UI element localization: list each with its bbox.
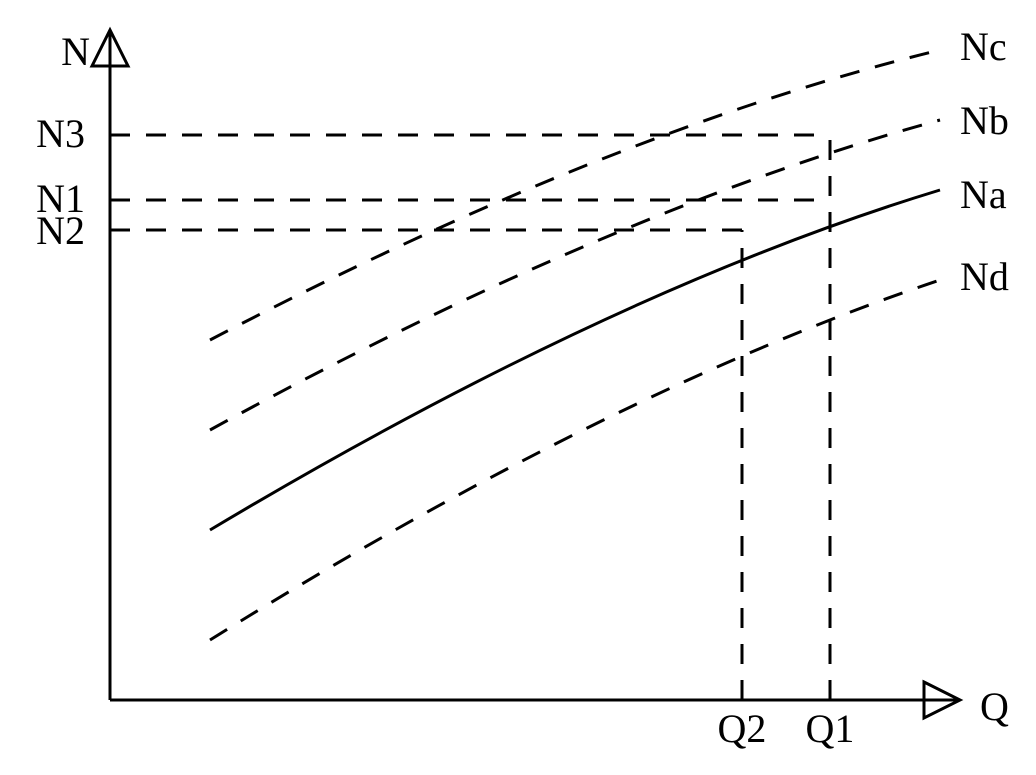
curve-label-nb: Nb xyxy=(960,98,1009,143)
y-tick-n3: N3 xyxy=(36,111,85,156)
curve-label-nc: Nc xyxy=(960,24,1007,69)
y-tick-n2: N2 xyxy=(36,208,85,253)
curve-nb xyxy=(210,120,940,430)
curve-label-nd: Nd xyxy=(960,254,1009,299)
x-axis-label: Q xyxy=(980,684,1009,729)
x-tick-q2: Q2 xyxy=(718,706,767,751)
x-tick-q1: Q1 xyxy=(806,706,855,751)
y-axis-label: N xyxy=(61,29,90,74)
curve-label-na: Na xyxy=(960,172,1007,217)
